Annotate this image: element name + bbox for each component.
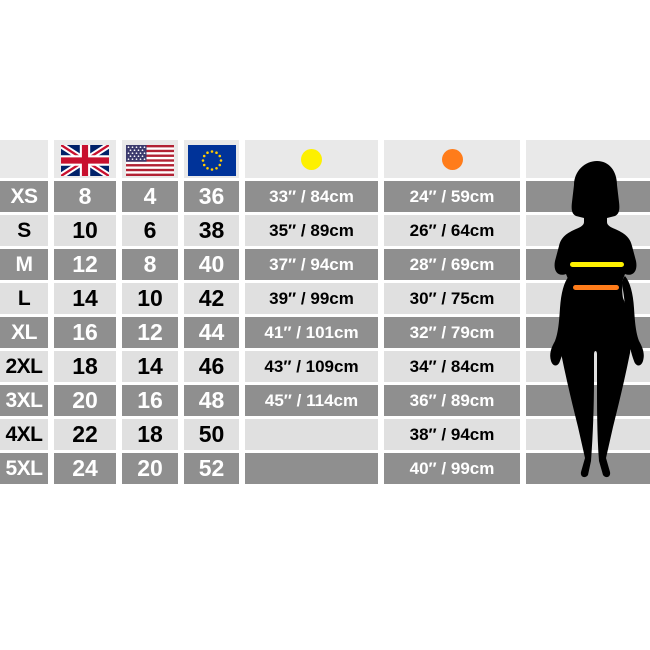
waist-column-header: [384, 140, 520, 178]
size-label: 4XL: [0, 419, 48, 450]
figure-column-header: [526, 140, 650, 178]
uk-size-value: 18: [54, 351, 116, 382]
us-flag-icon: [126, 145, 174, 176]
waist-measurement: 36″ / 89cm: [384, 385, 520, 416]
size-chart-grid: XS 8 4 36 33″ / 84cm 24″ / 59cm S 10 6 38 35″ / 89…: [0, 140, 650, 484]
waist-measurement: 28″ / 69cm: [384, 249, 520, 280]
size-label: M: [0, 249, 48, 280]
figure-band: [526, 385, 650, 416]
uk-size-value: 10: [54, 215, 116, 246]
bust-measurement: 41″ / 101cm: [245, 317, 378, 348]
uk-column-header: [54, 140, 116, 178]
bust-measurement: [245, 419, 378, 450]
eu-flag-icon: [187, 145, 236, 176]
bust-measurement: [245, 453, 378, 484]
bust-measurement: 33″ / 84cm: [245, 181, 378, 212]
figure-band: [526, 453, 650, 484]
uk-size-value: 24: [54, 453, 116, 484]
bust-measurement: 35″ / 89cm: [245, 215, 378, 246]
bust-measurement: 45″ / 114cm: [245, 385, 378, 416]
waist-measurement: 30″ / 75cm: [384, 283, 520, 314]
figure-band: [526, 351, 650, 382]
eu-size-value: 46: [184, 351, 239, 382]
waist-measurement: 40″ / 99cm: [384, 453, 520, 484]
waist-measurement: 32″ / 79cm: [384, 317, 520, 348]
figure-band: [526, 283, 650, 314]
size-label: 3XL: [0, 385, 48, 416]
figure-band: [526, 215, 650, 246]
uk-size-value: 14: [54, 283, 116, 314]
figure-band: [526, 181, 650, 212]
eu-size-value: 50: [184, 419, 239, 450]
size-label: 2XL: [0, 351, 48, 382]
figure-band: [526, 249, 650, 280]
size-column-header: [0, 140, 48, 178]
us-size-value: 6: [122, 215, 178, 246]
uk-size-value: 8: [54, 181, 116, 212]
us-size-value: 18: [122, 419, 178, 450]
eu-size-value: 38: [184, 215, 239, 246]
uk-size-value: 12: [54, 249, 116, 280]
bust-column-header: [245, 140, 378, 178]
size-chart-table: XS 8 4 36 33″ / 84cm 24″ / 59cm S 10 6 38 35″ / 89…: [0, 140, 650, 484]
bust-measurement: 37″ / 94cm: [245, 249, 378, 280]
uk-size-value: 22: [54, 419, 116, 450]
eu-column-header: [184, 140, 239, 178]
eu-size-value: 36: [184, 181, 239, 212]
eu-size-value: 52: [184, 453, 239, 484]
size-label: XS: [0, 181, 48, 212]
us-size-value: 16: [122, 385, 178, 416]
waist-measurement: 38″ / 94cm: [384, 419, 520, 450]
waist-measurement: 26″ / 64cm: [384, 215, 520, 246]
figure-band: [526, 317, 650, 348]
figure-band: [526, 419, 650, 450]
size-label: S: [0, 215, 48, 246]
size-label: 5XL: [0, 453, 48, 484]
bust-yellow-dot-icon: [301, 148, 322, 170]
waist-measurement: 24″ / 59cm: [384, 181, 520, 212]
us-size-value: 14: [122, 351, 178, 382]
eu-size-value: 42: [184, 283, 239, 314]
us-size-value: 20: [122, 453, 178, 484]
waist-orange-dot-icon: [441, 148, 463, 170]
size-label: L: [0, 283, 48, 314]
eu-size-value: 40: [184, 249, 239, 280]
eu-size-value: 48: [184, 385, 239, 416]
us-size-value: 12: [122, 317, 178, 348]
us-column-header: [122, 140, 178, 178]
eu-size-value: 44: [184, 317, 239, 348]
us-size-value: 10: [122, 283, 178, 314]
uk-size-value: 20: [54, 385, 116, 416]
bust-measurement: 39″ / 99cm: [245, 283, 378, 314]
uk-flag-icon: [61, 145, 109, 176]
waist-measurement: 34″ / 84cm: [384, 351, 520, 382]
us-size-value: 8: [122, 249, 178, 280]
uk-size-value: 16: [54, 317, 116, 348]
us-size-value: 4: [122, 181, 178, 212]
size-label: XL: [0, 317, 48, 348]
bust-measurement: 43″ / 109cm: [245, 351, 378, 382]
